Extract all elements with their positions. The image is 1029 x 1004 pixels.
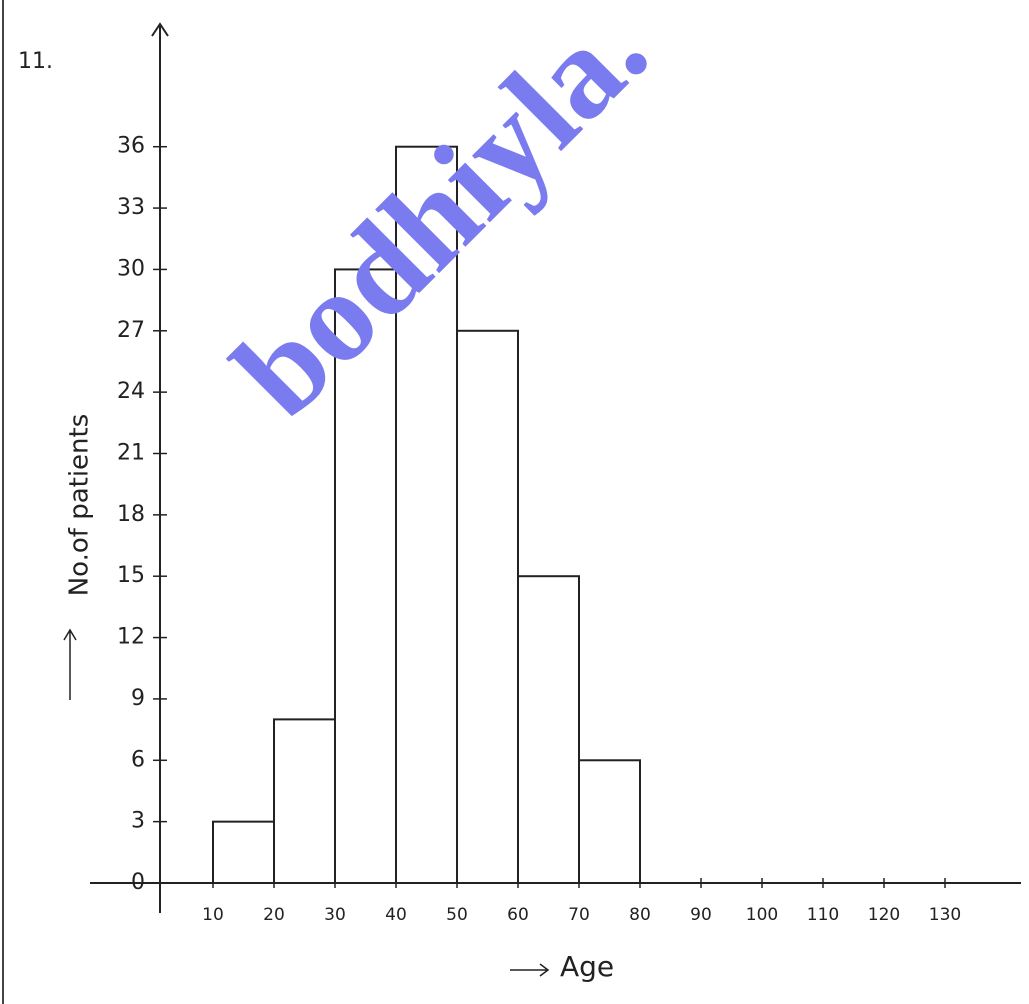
x-tick-label: 70: [568, 905, 590, 925]
y-tick-label: 36: [117, 134, 145, 159]
x-tick-label: 130: [929, 905, 961, 925]
x-tick-label: 120: [868, 905, 900, 925]
chart: 11. Age No.of patients 03691215182124273…: [0, 0, 1029, 1004]
y-tick-label: 6: [131, 747, 145, 772]
bar: [213, 822, 274, 883]
x-tick-label: 60: [507, 905, 529, 925]
y-tick-label: 12: [117, 625, 145, 650]
x-tick-label: 80: [629, 905, 651, 925]
x-tick-label: 90: [690, 905, 712, 925]
x-tick-label: 110: [807, 905, 839, 925]
x-tick-label: 40: [385, 905, 407, 925]
bar: [274, 719, 335, 883]
bar: [579, 760, 640, 883]
y-tick-label: 27: [117, 318, 145, 343]
x-tick-label: 50: [446, 905, 468, 925]
y-tick-label: 3: [131, 809, 145, 834]
y-tick-label: 30: [117, 256, 145, 281]
question-number: 11.: [18, 49, 53, 74]
x-tick-label: 10: [202, 905, 224, 925]
x-tick-label: 100: [746, 905, 778, 925]
y-tick-label: 18: [117, 502, 145, 527]
x-axis-label: Age: [560, 950, 614, 983]
bar: [457, 331, 518, 883]
x-tick-label: 20: [263, 905, 285, 925]
x-tick-label: 30: [324, 905, 346, 925]
y-tick-label: 15: [117, 563, 145, 588]
y-tick-label: 24: [117, 379, 145, 404]
y-axis-label: No.of patients: [65, 414, 95, 597]
y-tick-label: 9: [131, 686, 145, 711]
y-tick-label: 33: [117, 195, 145, 220]
y-tick-label: 0: [131, 870, 145, 895]
y-tick-label: 21: [117, 441, 145, 466]
bar: [518, 576, 579, 883]
